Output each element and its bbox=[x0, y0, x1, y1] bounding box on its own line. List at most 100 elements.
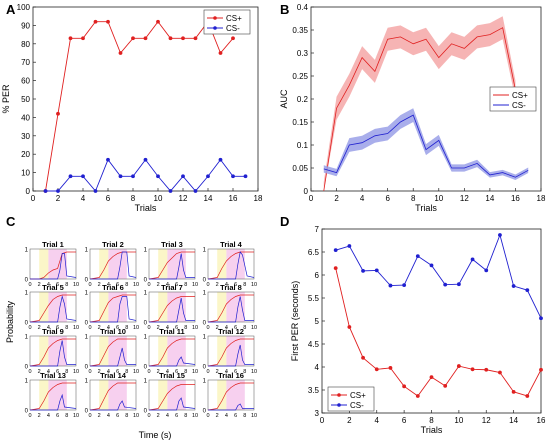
x-axis-label: Trials bbox=[415, 203, 437, 213]
y-tick-label: 0 bbox=[144, 278, 148, 284]
x-tick-label: 10 bbox=[133, 413, 139, 419]
trial-title: Trial 6 bbox=[102, 283, 124, 292]
x-tick-label: 2 bbox=[216, 369, 219, 375]
data-point bbox=[347, 325, 352, 329]
trial-title: Trial 4 bbox=[220, 240, 243, 249]
x-tick-label: 0 bbox=[88, 282, 91, 288]
x-tick-label: 10 bbox=[73, 413, 79, 419]
x-tick-label: 0 bbox=[147, 413, 150, 419]
data-point bbox=[333, 266, 338, 270]
panel-label-c: C bbox=[6, 214, 16, 229]
data-point bbox=[181, 174, 185, 179]
x-tick-label: 6 bbox=[116, 325, 119, 331]
cs-window bbox=[217, 380, 227, 410]
cs-window bbox=[158, 380, 168, 410]
cs-window bbox=[217, 249, 227, 279]
y-tick-label: 1 bbox=[25, 291, 29, 297]
x-tick-label: 2 bbox=[98, 413, 101, 419]
data-point bbox=[498, 233, 502, 237]
x-tick-label: 10 bbox=[133, 325, 139, 331]
legend-label: CS+ bbox=[512, 91, 528, 100]
cs-window bbox=[99, 292, 109, 322]
data-point bbox=[131, 174, 135, 179]
series-line bbox=[335, 267, 542, 397]
y-tick-label: 0.05 bbox=[292, 164, 308, 173]
trial-title: Trial 5 bbox=[42, 283, 64, 292]
cs-window bbox=[158, 336, 168, 366]
y-tick-label: 5 bbox=[315, 317, 320, 326]
cs-plus-curve bbox=[148, 251, 195, 280]
cs-plus-curve bbox=[29, 382, 76, 411]
x-tick-label: 8 bbox=[243, 325, 246, 331]
x-tick-label: 8 bbox=[125, 325, 128, 331]
x-tick-label: 4 bbox=[166, 325, 169, 331]
cs-plus-curve bbox=[207, 382, 254, 411]
legend-label: CS+ bbox=[350, 391, 366, 400]
trial-title: Trial 13 bbox=[40, 371, 66, 380]
x-tick-label: 4 bbox=[107, 325, 110, 331]
x-tick-label: 8 bbox=[184, 325, 187, 331]
data-point bbox=[484, 268, 489, 273]
cs-minus-curve bbox=[90, 296, 137, 323]
y-tick-label: 0 bbox=[85, 278, 89, 284]
x-tick-label: 10 bbox=[251, 325, 257, 331]
data-point bbox=[56, 111, 60, 116]
trial-title: Trial 10 bbox=[100, 327, 126, 336]
data-point bbox=[511, 284, 516, 288]
x-tick-label: 2 bbox=[157, 325, 160, 331]
us-window bbox=[48, 249, 67, 279]
us-window bbox=[108, 292, 127, 322]
y-axis-label: Probability bbox=[5, 300, 15, 343]
y-tick-label: 60 bbox=[21, 77, 30, 86]
legend-label: CS- bbox=[512, 101, 526, 110]
cs-window bbox=[39, 249, 49, 279]
cs-plus-curve bbox=[207, 294, 254, 323]
y-tick-label: 0 bbox=[203, 365, 207, 371]
x-tick-label: 2 bbox=[216, 282, 219, 288]
data-point bbox=[181, 36, 185, 41]
cs-plus-curve bbox=[89, 338, 136, 367]
data-point bbox=[374, 268, 379, 273]
x-tick-label: 2 bbox=[334, 194, 339, 203]
y-tick-label: 0.4 bbox=[297, 3, 309, 12]
cs-minus-curve bbox=[90, 347, 136, 367]
data-point bbox=[415, 394, 420, 398]
cs-minus-curve bbox=[90, 400, 137, 411]
y-tick-label: 20 bbox=[21, 150, 30, 159]
x-tick-label: 6 bbox=[175, 369, 178, 375]
x-tick-label: 4 bbox=[166, 413, 169, 419]
x-tick-label: 10 bbox=[434, 194, 443, 203]
data-point bbox=[156, 19, 160, 24]
cs-plus-curve bbox=[89, 382, 136, 411]
legend-label: CS- bbox=[350, 401, 364, 410]
x-tick-label: 2 bbox=[98, 369, 101, 375]
y-tick-label: 80 bbox=[21, 40, 30, 49]
y-tick-label: 1 bbox=[25, 248, 29, 254]
cs-minus-curve bbox=[30, 340, 76, 367]
data-point bbox=[206, 174, 210, 179]
x-tick-label: 4 bbox=[47, 325, 50, 331]
y-tick-label: 50 bbox=[21, 95, 30, 104]
x-tick-label: 6 bbox=[175, 325, 178, 331]
cs-plus-curve bbox=[29, 294, 76, 323]
y-tick-label: 0.35 bbox=[292, 26, 308, 35]
y-tick-label: 0 bbox=[85, 321, 89, 327]
x-tick-label: 4 bbox=[375, 416, 380, 425]
data-point bbox=[231, 36, 235, 41]
y-tick-label: 1 bbox=[25, 379, 29, 385]
x-tick-label: 0 bbox=[28, 282, 31, 288]
y-tick-label: 0 bbox=[203, 278, 207, 284]
legend-marker bbox=[337, 403, 341, 407]
x-tick-label: 0 bbox=[206, 325, 209, 331]
x-tick-label: 0 bbox=[28, 369, 31, 375]
x-tick-label: 4 bbox=[166, 369, 169, 375]
y-tick-label: 1 bbox=[144, 291, 148, 297]
x-tick-label: 16 bbox=[229, 194, 238, 203]
cs-plus-curve bbox=[30, 251, 76, 280]
